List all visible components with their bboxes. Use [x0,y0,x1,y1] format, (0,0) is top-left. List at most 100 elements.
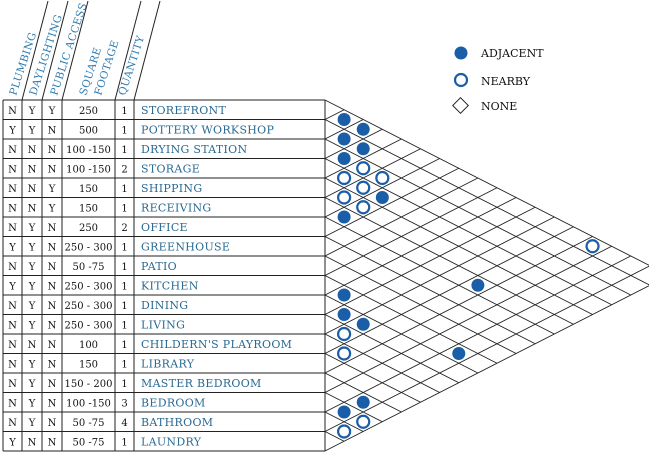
grid-line-down [324,119,649,286]
quantity-cell: 4 [121,418,127,429]
space-name-cell: OFFICE [141,221,188,234]
daylighting-cell: Y [28,242,36,253]
grid-line-down [324,99,649,266]
quantity-cell: 2 [121,164,127,175]
square-footage-cell: 250 - 300 [65,320,113,331]
nearby-mark [337,170,352,186]
space-name-cell: STORAGE [141,162,200,175]
plumbing-cell: N [8,398,17,409]
public-access-cell: Y [48,184,56,195]
public-access-cell: N [48,379,57,390]
square-footage-cell: 500 [79,125,98,136]
public-access-cell: N [48,398,57,409]
nearby-mark [356,200,371,215]
quantity-cell: 1 [121,379,127,390]
square-footage-cell: 150 [79,184,98,195]
square-footage-cell: 100 -150 [66,164,111,175]
adjacent-mark [337,405,351,419]
quantity-cell: 1 [121,203,127,214]
public-access-cell: N [48,301,57,312]
legend: ADJACENT NEARBY NONE [452,46,544,114]
daylighting-cell: Y [28,125,36,136]
legend-none-label: NONE [481,100,517,113]
grid-line-down [324,392,383,423]
space-name-cell: MASTER BEDROOM [141,377,262,390]
space-name-cell: GREENHOUSE [141,240,230,253]
plumbing-cell: N [8,418,17,429]
adjacent-mark [337,288,351,302]
daylighting-cell: Y [28,320,36,331]
grid-line-up [324,206,536,315]
adjacent-mark [356,317,370,331]
daylighting-cell: N [28,437,37,448]
quantity-cell: 3 [121,398,127,409]
nearby-mark [356,414,371,429]
grid-line-up [324,128,383,159]
space-name-cell: POTTERY WORKSHOP [141,123,274,136]
grid-line-down [324,197,574,325]
nearby-mark [337,190,352,205]
square-footage-cell: 250 - 300 [65,301,113,312]
quantity-cell: 1 [121,242,127,253]
daylighting-cell: N [28,184,37,195]
square-footage-cell: 150 [79,359,98,370]
daylighting-cell: Y [28,418,36,429]
grid-line-up [324,226,574,354]
grid-line-up [324,187,498,276]
relationship-grid [324,99,649,452]
square-footage-cell: 250 [79,223,98,234]
square-footage-cell: 150 [79,203,98,214]
nearby-mark [585,239,600,254]
public-access-cell: N [48,262,57,273]
grid-line-up [324,216,555,335]
grid-line-up [324,236,593,374]
nearby-mark [337,424,352,439]
square-footage-cell: 50 -75 [72,418,104,429]
space-name-cell: DINING [141,299,188,312]
plumbing-cell: Y [8,242,16,253]
space-name-cell: DRYING STATION [141,143,247,156]
plumbing-cell: Y [8,281,16,292]
plumbing-cell: N [8,203,17,214]
adjacent-legend-icon [454,46,468,60]
public-access-cell: N [48,242,57,253]
grid-line-up [324,138,402,179]
daylighting-cell: Y [28,281,36,292]
grid-line-up [324,119,364,140]
plumbing-cell: N [8,223,17,234]
plumbing-cell: Y [8,125,16,136]
adjacent-mark [356,122,370,136]
square-footage-cell: 50 -75 [72,262,104,273]
daylighting-cell: Y [28,359,36,370]
public-access-cell: N [48,223,57,234]
quantity-cell: 1 [121,125,127,136]
plumbing-cell: N [8,301,17,312]
daylighting-cell: Y [28,398,36,409]
grid-line-down [324,431,345,442]
grid-line-up [324,148,421,198]
public-access-cell: N [48,359,57,370]
public-access-cell: N [48,281,57,292]
quantity-cell: 1 [121,437,127,448]
space-name-cell: RECEIVING [141,201,212,214]
plumbing-cell: N [8,145,17,156]
public-access-cell: Y [48,203,56,214]
adjacent-mark [375,191,389,204]
plumbing-cell: N [8,379,17,390]
nearby-mark [356,180,371,195]
grid-line-down [324,158,612,306]
adjacent-mark [356,395,370,409]
space-name-cell: PATIO [141,260,177,273]
column-headers: PLUMBING DAYLIGHTING PUBLIC ACCESS SQUAR… [7,1,147,97]
daylighting-cell: Y [28,223,36,234]
space-name-cell: BATHROOM [141,416,213,429]
square-footage-cell: 150 - 200 [65,379,113,390]
plumbing-cell: Y [8,437,16,448]
space-name-cell: LIBRARY [141,357,195,370]
legend-nearby-label: NEARBY [481,75,531,88]
public-access-cell: N [48,418,57,429]
square-footage-cell: 250 - 300 [65,242,113,253]
square-footage-cell: 250 - 300 [65,281,113,292]
